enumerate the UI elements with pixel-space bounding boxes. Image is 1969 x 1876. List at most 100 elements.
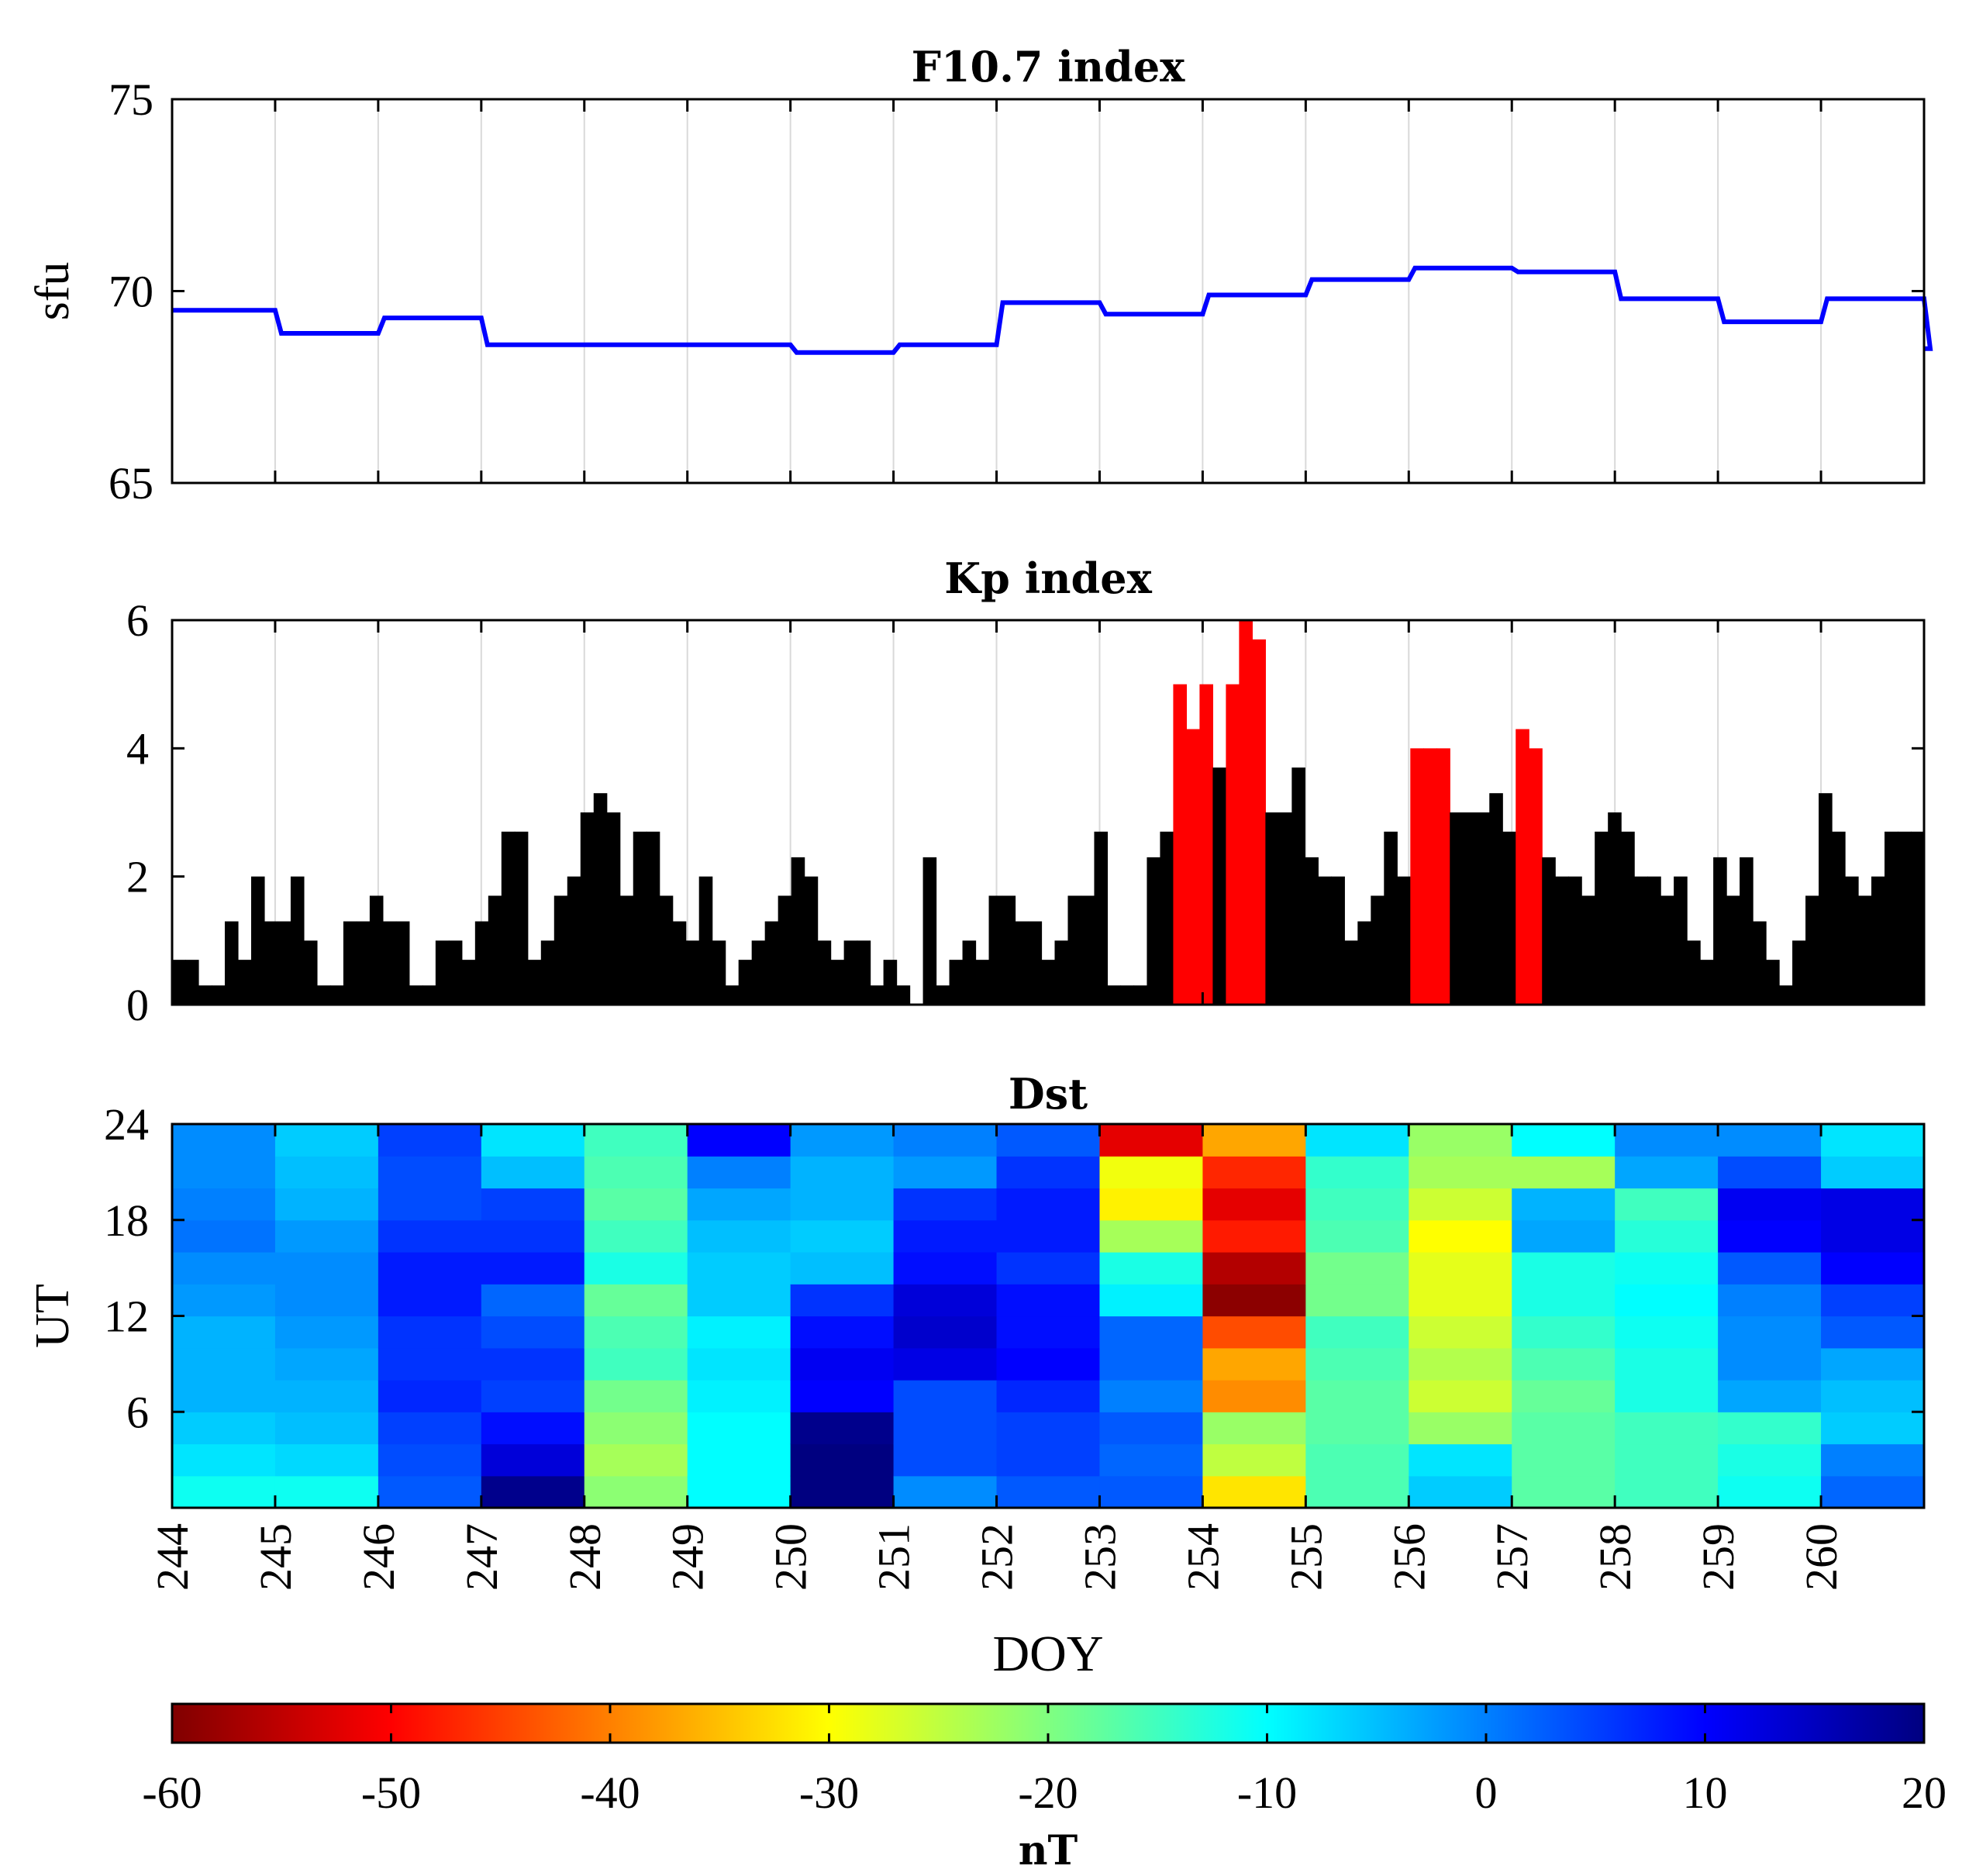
dst-cell <box>1409 1188 1512 1221</box>
dst-cell <box>481 1412 585 1445</box>
dst-cell <box>1718 1443 1822 1477</box>
dst-cell <box>996 1156 1101 1189</box>
kp-bars <box>172 620 1925 1005</box>
dst-cell <box>1305 1347 1409 1381</box>
dst-cell <box>1718 1188 1822 1221</box>
dst-cell <box>1718 1316 1822 1349</box>
dst-cell <box>790 1219 895 1253</box>
dst-cell <box>1718 1412 1822 1445</box>
kp-bar <box>1885 831 1898 1005</box>
dst-cell <box>378 1156 482 1189</box>
kp-bar <box>1726 895 1740 1005</box>
dst-cell <box>274 1156 379 1189</box>
colorbar-unit-label: nT <box>1019 1827 1078 1874</box>
dst-cell <box>274 1252 379 1285</box>
dst-cell <box>996 1284 1101 1317</box>
f107-gridlines <box>274 99 1822 483</box>
kp-bar <box>870 985 884 1005</box>
kp-bar <box>936 985 950 1005</box>
kp-bar <box>791 857 805 1005</box>
dst-cell <box>378 1443 482 1477</box>
dst-cell <box>378 1316 482 1349</box>
kp-bar <box>527 960 542 1005</box>
dst-cell <box>893 1188 998 1221</box>
dst-cell <box>378 1188 482 1221</box>
dst-cell <box>1202 1219 1306 1253</box>
kp-bar <box>1779 985 1793 1005</box>
kp-bar <box>883 960 898 1005</box>
dst-cell <box>172 1347 276 1381</box>
kp-bar <box>172 960 186 1005</box>
kp-bar <box>1502 831 1516 1005</box>
dst-cell <box>274 1475 379 1509</box>
dst-cell <box>1615 1219 1719 1253</box>
dst-cell <box>1615 1443 1719 1477</box>
kp-bar <box>1805 895 1819 1005</box>
kp-bar <box>1819 793 1833 1005</box>
dst-cell <box>584 1380 688 1412</box>
kp-bar <box>514 831 529 1005</box>
dst-cell <box>172 1284 276 1317</box>
kp-bar <box>922 857 937 1005</box>
kp-bar <box>817 940 832 1005</box>
doy-tick-label: 253 <box>1074 1523 1125 1591</box>
f107-axes-frame <box>171 98 1926 485</box>
colorbar-ticks <box>171 1704 1926 1743</box>
kp-bar <box>1081 895 1095 1005</box>
kp-bar <box>1740 857 1753 1005</box>
dst-cell <box>378 1124 482 1157</box>
f107-ticks <box>171 98 1926 485</box>
kp-bar <box>1186 729 1201 1005</box>
kp-bar <box>1054 940 1069 1005</box>
kp-bar <box>896 985 911 1005</box>
dst-cell <box>1202 1347 1306 1381</box>
kp-bar <box>1647 876 1661 1005</box>
dst-cell <box>1305 1316 1409 1349</box>
dst-cell <box>687 1443 791 1477</box>
dst-cell <box>996 1475 1101 1509</box>
dst-cell <box>1512 1124 1616 1157</box>
kp-bar <box>1147 857 1161 1005</box>
kp-bar <box>1713 857 1727 1005</box>
dst-ticks <box>171 1122 1926 1508</box>
dst-cell <box>1202 1443 1306 1477</box>
dst-cell <box>1821 1316 1925 1349</box>
kp-bar <box>290 876 305 1005</box>
dst-cell <box>584 1443 688 1477</box>
dst-cell <box>687 1475 791 1509</box>
dst-cell <box>1821 1347 1925 1381</box>
kp-bar <box>1410 748 1424 1005</box>
dst-cell <box>1512 1347 1616 1381</box>
doy-tick-label: 254 <box>1178 1523 1228 1591</box>
kp-bar <box>184 960 199 1005</box>
dst-cell <box>1409 1219 1512 1253</box>
dst-cell <box>584 1188 688 1221</box>
kp-bar <box>1133 985 1148 1005</box>
kp-bar <box>843 940 858 1005</box>
colorbar-tick-label: 20 <box>1902 1767 1947 1818</box>
dst-cell <box>1718 1124 1822 1157</box>
doy-tick-label: 258 <box>1590 1523 1640 1591</box>
dst-cell <box>584 1347 688 1381</box>
dst-cell <box>1305 1475 1409 1509</box>
kp-bar <box>1792 940 1806 1005</box>
dst-cell <box>687 1156 791 1189</box>
dst-cell <box>378 1219 482 1253</box>
kp-bar <box>303 940 318 1005</box>
dst-cell <box>687 1284 791 1317</box>
kp-bar <box>1067 895 1082 1005</box>
kp-bar <box>1120 985 1135 1005</box>
dst-cell <box>274 1316 379 1349</box>
dst-cell <box>1821 1412 1925 1445</box>
kp-bar <box>949 960 964 1005</box>
dst-cell <box>1512 1380 1616 1412</box>
dst-cell <box>1821 1252 1925 1285</box>
dst-ytick-label: 12 <box>104 1291 149 1342</box>
kp-bar <box>369 895 384 1005</box>
dst-cell <box>1821 1219 1925 1253</box>
doy-tick-label: 249 <box>663 1523 713 1591</box>
colorbar-tick-label: -40 <box>580 1767 640 1818</box>
dst-cell <box>378 1284 482 1317</box>
dst-cell <box>1099 1219 1204 1253</box>
dst-cell <box>274 1380 379 1412</box>
